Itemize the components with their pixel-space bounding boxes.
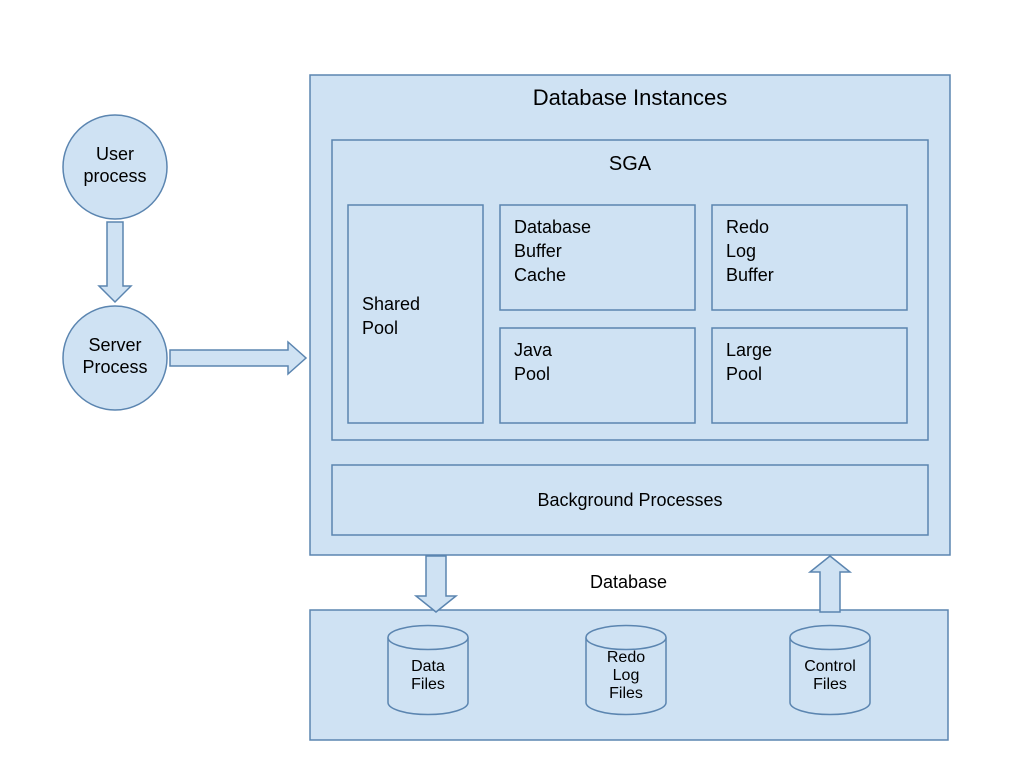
architecture-diagram: Database Instances SGA Shared Pool Database B… bbox=[0, 0, 1024, 768]
large-pool-box-label-1: Pool bbox=[726, 364, 762, 384]
database-label: Database bbox=[590, 572, 667, 592]
shared-pool-label-1: Pool bbox=[362, 318, 398, 338]
arrow-control_files-to-bg_processes bbox=[810, 556, 850, 612]
user-process-circle-label-0: User bbox=[96, 144, 134, 164]
data-files-cylinder-label-1: Files bbox=[411, 676, 445, 693]
control-files-cylinder-label-1: Files bbox=[813, 676, 847, 693]
control-files-cylinder-label-0: Control bbox=[804, 658, 856, 675]
redo-log-buffer-box-label-0: Redo bbox=[726, 217, 769, 237]
background-processes-box-label: Background Processes bbox=[537, 490, 722, 510]
data-files-cylinder-label-0: Data bbox=[411, 658, 445, 675]
sga-title: SGA bbox=[609, 153, 652, 175]
shared-pool-box bbox=[348, 205, 483, 423]
redo-log-files-cylinder-label-2: Files bbox=[609, 685, 643, 702]
redo-log-files-cylinder-label-0: Redo bbox=[607, 649, 645, 666]
arrow-server_process-to-db_instances bbox=[170, 342, 306, 374]
data-files-cylinder-top bbox=[388, 626, 468, 650]
server-process-circle-label-0: Server bbox=[88, 335, 141, 355]
java-pool-box-label-1: Pool bbox=[514, 364, 550, 384]
shared-pool-label-0: Shared bbox=[362, 294, 420, 314]
redo-log-files-cylinder-label-1: Log bbox=[613, 667, 640, 684]
user-process-circle-label-1: process bbox=[83, 166, 146, 186]
redo-log-buffer-box-label-1: Log bbox=[726, 241, 756, 261]
redo-log-buffer-box-label-2: Buffer bbox=[726, 265, 774, 285]
large-pool-box-label-0: Large bbox=[726, 340, 772, 360]
db-buffer-cache-box-label-1: Buffer bbox=[514, 241, 562, 261]
control-files-cylinder-top bbox=[790, 626, 870, 650]
db-buffer-cache-box-label-0: Database bbox=[514, 217, 591, 237]
arrow-bg_processes-to-data_files bbox=[416, 556, 456, 612]
db-instances-title: Database Instances bbox=[533, 85, 727, 110]
redo-log-files-cylinder-top bbox=[586, 626, 666, 650]
db-buffer-cache-box-label-2: Cache bbox=[514, 265, 566, 285]
arrow-user_process-to-server_process bbox=[99, 222, 131, 302]
java-pool-box-label-0: Java bbox=[514, 340, 553, 360]
server-process-circle-label-1: Process bbox=[82, 357, 147, 377]
